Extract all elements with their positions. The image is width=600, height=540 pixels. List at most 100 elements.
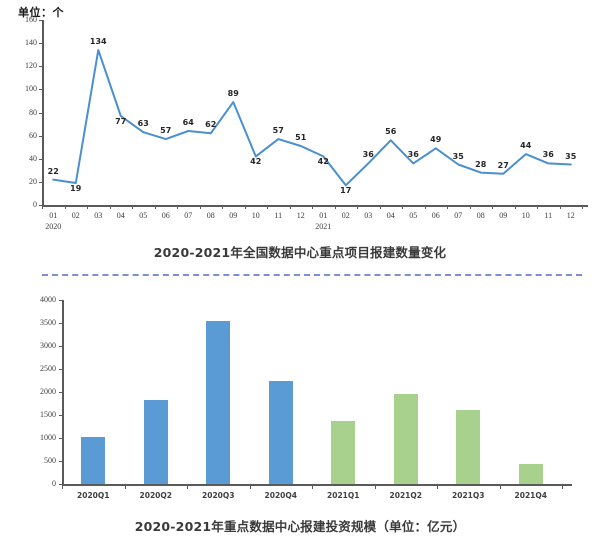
line-chart-x-tick-label: 10 bbox=[521, 211, 530, 220]
line-chart-y-tick-mark bbox=[39, 158, 42, 160]
line-chart-data-label: 57 bbox=[272, 126, 284, 136]
bar-chart-x-tick-mark bbox=[249, 485, 251, 489]
line-chart-x-tick-mark bbox=[154, 206, 156, 209]
line-chart-year-label: 2020 bbox=[45, 222, 62, 231]
line-chart-x-tick-label: 04 bbox=[386, 211, 395, 220]
bar-chart-bar[interactable] bbox=[518, 463, 543, 484]
bar-chart-y-tick-mark bbox=[59, 300, 62, 301]
line-chart-x-tick-mark bbox=[357, 206, 358, 209]
line-chart-x-tick-label: 01 bbox=[319, 211, 328, 220]
line-chart-x-tick-mark bbox=[199, 206, 201, 209]
line-chart-x-tick-mark bbox=[87, 206, 88, 209]
bar-chart-bar[interactable] bbox=[393, 394, 418, 484]
bar-chart-y-tick-label: 1000 bbox=[40, 433, 56, 442]
line-chart-x-tick-label: 05 bbox=[409, 211, 418, 220]
line-chart-x-tick-mark bbox=[312, 206, 313, 209]
line-chart-y-tick-mark bbox=[39, 181, 42, 183]
line-chart-x-tick-label: 05 bbox=[139, 211, 148, 220]
bar-chart-bar[interactable] bbox=[81, 437, 106, 484]
line-chart-x-tick-mark bbox=[514, 206, 516, 209]
bar-chart-y-tick-label: 3500 bbox=[40, 318, 56, 327]
bar-chart-y-tick-label: 2000 bbox=[40, 387, 56, 396]
line-chart-x-tick-label: 08 bbox=[476, 211, 485, 220]
line-chart-y-tick-label: 120 bbox=[25, 61, 37, 71]
line-chart-data-label: 36 bbox=[407, 150, 419, 160]
line-chart-x-tick-label: 09 bbox=[499, 211, 508, 220]
bar-chart-x-tick-label: 2020Q1 bbox=[77, 491, 110, 500]
line-chart-y-tick-mark bbox=[39, 135, 42, 137]
line-chart-data-label: 22 bbox=[47, 166, 59, 176]
bar-chart-x-tick-mark bbox=[62, 485, 63, 489]
line-chart-x-tick-label: 02 bbox=[71, 211, 80, 220]
bar-chart-x-tick-mark bbox=[562, 485, 563, 489]
line-chart-data-label: 57 bbox=[160, 126, 172, 136]
bar-chart-x-tick-label: 2020Q3 bbox=[202, 491, 235, 500]
line-chart-x-tick-mark bbox=[132, 206, 133, 209]
line-chart-y-tick-label: 140 bbox=[25, 38, 37, 48]
line-chart-data-label: 35 bbox=[452, 151, 464, 161]
line-chart-y-tick-label: 20 bbox=[29, 176, 37, 186]
bar-chart-x-tick-label: 2021Q1 bbox=[327, 491, 360, 500]
bar-chart-y-tick-label: 4000 bbox=[40, 295, 56, 304]
line-chart-x-tick-label: 11 bbox=[274, 211, 283, 220]
line-chart: 0 20 40 60 80 100 120 140 160 01 02 03 04 05 06 07 08 09… bbox=[0, 15, 600, 231]
line-chart-data-label: 134 bbox=[89, 37, 107, 47]
bar-chart-y-tick-mark bbox=[59, 438, 62, 439]
bar-chart-y-tick-mark bbox=[59, 415, 62, 416]
line-chart-data-label: 42 bbox=[317, 157, 329, 167]
line-chart-data-label: 62 bbox=[205, 120, 217, 130]
line-chart-x-tick-mark bbox=[267, 206, 268, 209]
line-chart-x-tick-mark bbox=[222, 206, 223, 209]
line-chart-x-tick-label: 07 bbox=[184, 211, 193, 220]
bar-chart-x-tick-mark bbox=[124, 485, 126, 489]
line-chart-x-tick-mark bbox=[64, 206, 66, 209]
unit-caption: 单位：个 bbox=[18, 6, 64, 19]
line-chart-y-tick-mark bbox=[39, 205, 42, 206]
line-chart-data-label: 63 bbox=[137, 119, 149, 129]
line-chart-x-tick-mark bbox=[244, 206, 246, 209]
bar-chart-y-tick-label: 0 bbox=[52, 479, 56, 488]
line-chart-y-tick-mark bbox=[39, 20, 42, 21]
line-chart-x-tick-label: 04 bbox=[116, 211, 125, 220]
line-chart-title: 2020-2021年全国数据中心重点项目报建数量变化 bbox=[153, 245, 447, 260]
line-chart-data-label: 56 bbox=[385, 127, 397, 137]
line-chart-x-tick-label: 08 bbox=[206, 211, 215, 220]
line-chart-x-tick-label: 12 bbox=[566, 211, 575, 220]
bar-chart-x-tick-label: 2021Q3 bbox=[452, 491, 485, 500]
line-chart-x-tick-mark bbox=[177, 206, 178, 209]
bar-chart-y-tick-label: 2500 bbox=[40, 364, 56, 373]
bar-chart-x-tick-label: 2020Q4 bbox=[264, 491, 297, 500]
section-divider bbox=[42, 274, 582, 276]
bar-chart-x-tick-label: 2021Q2 bbox=[389, 491, 422, 500]
bar-chart-x-tick-mark bbox=[374, 485, 376, 489]
line-chart-y-axis-line bbox=[42, 20, 44, 206]
line-chart-x-tick-label: 03 bbox=[364, 211, 373, 220]
bar-chart-y-axis-line bbox=[62, 300, 64, 485]
line-chart-x-tick-mark bbox=[334, 206, 336, 209]
line-chart-data-label: 49 bbox=[430, 135, 442, 145]
bar-chart-bar[interactable] bbox=[268, 380, 293, 484]
bar-chart-bar[interactable] bbox=[206, 320, 231, 484]
bar-chart-x-tick-mark bbox=[437, 485, 438, 489]
line-chart-data-label: 42 bbox=[250, 157, 262, 167]
line-chart-data-label: 19 bbox=[70, 184, 82, 194]
bar-chart-y-tick-mark bbox=[59, 323, 62, 324]
line-chart-y-tick-label: 40 bbox=[29, 153, 37, 163]
line-chart-data-label: 51 bbox=[295, 133, 307, 143]
line-chart-x-tick-label: 03 bbox=[94, 211, 103, 220]
bar-chart-bar[interactable] bbox=[143, 399, 168, 484]
line-chart-data-label: 64 bbox=[182, 118, 194, 127]
bar-chart: 0 500 1000 1500 2000 2500 3000 3500 4000 2020Q1 2… bbox=[0, 295, 600, 500]
bar-chart-x-axis-line bbox=[62, 484, 572, 486]
line-chart-x-tick-label: 12 bbox=[296, 211, 305, 220]
line-chart-x-axis-line bbox=[42, 205, 588, 207]
line-chart-y-tick-label: 60 bbox=[29, 130, 37, 140]
bar-chart-bar[interactable] bbox=[331, 420, 356, 484]
line-chart-data-label: 36 bbox=[542, 150, 554, 160]
line-chart-y-tick-label: 0 bbox=[33, 200, 37, 209]
bar-chart-bar[interactable] bbox=[456, 409, 481, 484]
bar-chart-x-tick-mark bbox=[312, 485, 313, 489]
line-chart-x-tick-mark bbox=[492, 206, 493, 209]
bar-chart-x-tick-label: 2021Q4 bbox=[514, 491, 547, 500]
